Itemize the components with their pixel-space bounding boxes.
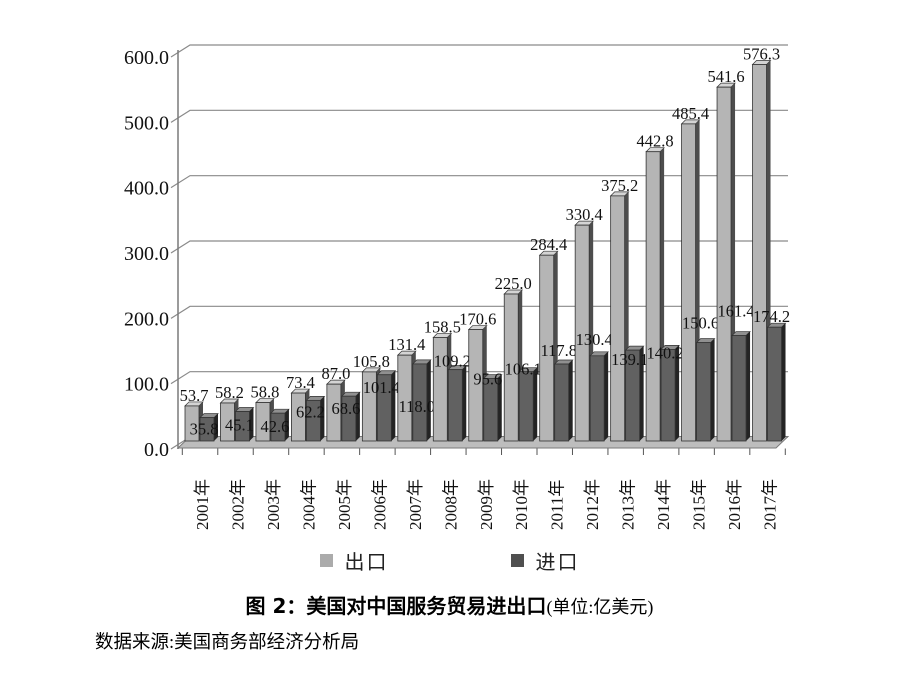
x-axis-label: 2014年	[654, 479, 673, 530]
import-value-label: 140.2	[647, 343, 684, 362]
import-value-label: 106.1	[505, 360, 542, 379]
x-axis-label: 2003年	[264, 479, 283, 530]
data-source: 数据来源:美国商务部经济分析局	[95, 633, 360, 653]
export-value-label: 73.4	[286, 373, 315, 392]
x-axis-label: 2006年	[370, 479, 389, 530]
svg-text:0.0: 0.0	[144, 439, 169, 461]
export-value-label: 225.0	[495, 274, 532, 293]
export-value-label: 442.8	[637, 132, 674, 151]
export-value-label: 485.4	[672, 104, 709, 123]
export-value-label: 284.4	[530, 235, 567, 254]
import-value-label: 42.6	[261, 417, 290, 436]
export-value-label: 576.3	[743, 44, 780, 63]
x-axis-label: 2012年	[583, 479, 602, 530]
svg-text:200.0: 200.0	[124, 308, 169, 330]
svg-text:600.0: 600.0	[124, 47, 169, 69]
export-value-label: 58.2	[215, 383, 244, 402]
trade-bar-chart: 0.0 100.0 200.0 300.0 400.0 500.0 600.0 53.7 35.…	[124, 44, 790, 530]
import-swatch-icon	[510, 554, 524, 567]
svg-text:100.0: 100.0	[124, 374, 169, 396]
svg-text:400.0: 400.0	[124, 178, 169, 200]
legend-item-export: 出口	[319, 546, 389, 575]
import-value-label: 109.2	[434, 352, 471, 371]
import-value-label: 174.2	[753, 307, 790, 326]
legend-item-import: 进口	[510, 546, 580, 575]
export-value-label: 87.0	[321, 364, 350, 383]
import-value-label: 161.4	[717, 302, 754, 321]
x-axis-label: 2005年	[335, 479, 354, 530]
export-value-label: 375.2	[601, 176, 638, 195]
import-value-label: 62.2	[296, 402, 325, 421]
import-value-label: 139.1	[611, 350, 648, 369]
x-axis-label: 2002年	[228, 479, 247, 530]
export-value-label: 170.6	[459, 310, 496, 329]
export-value-label: 58.8	[251, 383, 280, 402]
legend-label-export: 出口	[344, 552, 389, 574]
x-axis-label: 2009年	[477, 479, 496, 530]
x-axis-label: 2010年	[512, 479, 531, 530]
x-axis-label: 2011年	[548, 480, 567, 530]
import-value-label: 150.6	[682, 314, 719, 333]
caption-unit: (单位:亿美元)	[546, 597, 654, 617]
x-axis-label: 2001年	[193, 479, 212, 530]
caption-title: 图 2：美国对中国服务贸易进出口	[245, 594, 547, 618]
chart-legend: 出口 进口	[0, 546, 899, 575]
import-value-label: 101.4	[363, 378, 400, 397]
x-axis-label: 2008年	[441, 479, 460, 530]
import-value-label: 68.6	[331, 399, 360, 418]
export-value-label: 330.4	[566, 205, 603, 224]
figure-caption: 图 2：美国对中国服务贸易进出口(单位:亿美元)	[0, 590, 899, 619]
import-value-label: 35.8	[190, 420, 219, 439]
x-axis-label: 2015年	[690, 479, 709, 530]
x-axis-label: 2004年	[299, 479, 318, 530]
import-value-label: 117.8	[540, 341, 577, 360]
import-value-label: 45.1	[225, 416, 254, 435]
export-value-label: 53.7	[180, 386, 209, 405]
x-axis-label: 2017年	[761, 479, 780, 530]
x-axis-label: 2016年	[725, 479, 744, 530]
export-value-label: 541.6	[707, 67, 744, 86]
import-value-label: 95.6	[473, 370, 502, 389]
export-swatch-icon	[319, 554, 333, 567]
export-value-label: 131.4	[388, 335, 425, 354]
svg-text:500.0: 500.0	[124, 112, 169, 134]
x-axis-label: 2007年	[406, 479, 425, 530]
svg-text:300.0: 300.0	[124, 243, 169, 265]
export-value-label: 105.8	[353, 352, 390, 371]
x-axis-label: 2013年	[619, 479, 638, 530]
legend-label-import: 进口	[535, 552, 580, 574]
import-value-label: 130.4	[576, 330, 613, 349]
import-value-label: 118.0	[399, 397, 436, 416]
export-value-label: 158.5	[424, 317, 461, 336]
